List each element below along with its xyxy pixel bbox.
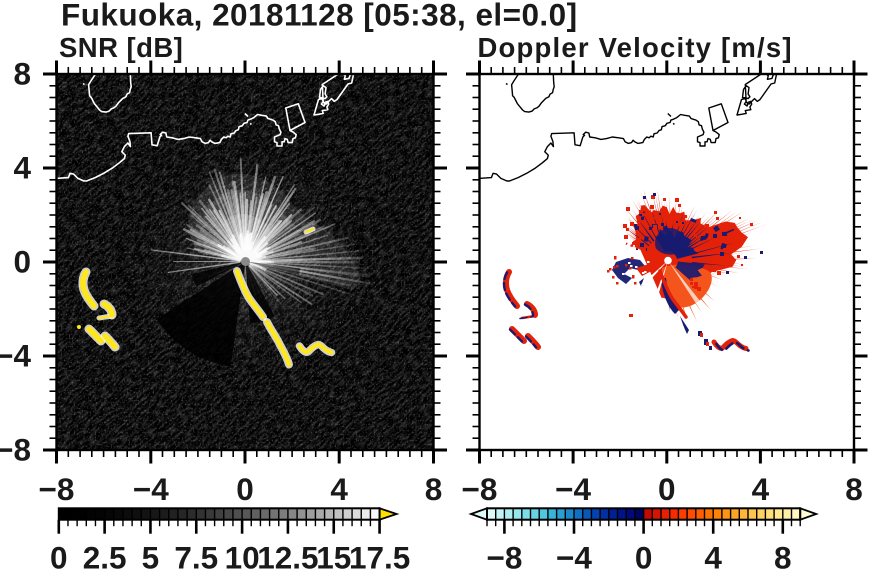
svg-text:8: 8: [774, 540, 792, 570]
svg-text:10: 10: [225, 540, 260, 570]
svg-text:8: 8: [13, 56, 31, 92]
svg-text:−8: −8: [486, 540, 522, 570]
svg-text:−4: −4: [0, 338, 31, 374]
svg-text:2.5: 2.5: [83, 540, 127, 570]
svg-text:15: 15: [316, 540, 351, 570]
svg-text:8: 8: [845, 471, 863, 507]
svg-text:0: 0: [50, 540, 68, 570]
svg-text:Fukuoka, 20181128 [05:38, el=0: Fukuoka, 20181128 [05:38, el=0.0]: [61, 0, 578, 33]
svg-text:0: 0: [236, 471, 254, 507]
svg-text:8: 8: [425, 471, 443, 507]
svg-text:−8: −8: [39, 471, 75, 507]
svg-text:4: 4: [752, 471, 770, 507]
svg-text:4: 4: [330, 471, 348, 507]
svg-text:Doppler Velocity [m/s]: Doppler Velocity [m/s]: [478, 32, 793, 63]
svg-text:7.5: 7.5: [174, 540, 218, 570]
svg-text:12.5: 12.5: [257, 540, 318, 570]
svg-text:5: 5: [142, 540, 160, 570]
svg-text:4: 4: [704, 540, 722, 570]
svg-text:17.5: 17.5: [349, 540, 410, 570]
svg-text:4: 4: [13, 150, 31, 186]
svg-text:−4: −4: [556, 540, 592, 570]
svg-text:−4: −4: [555, 471, 591, 507]
svg-text:−8: −8: [462, 471, 498, 507]
svg-text:−4: −4: [133, 471, 169, 507]
svg-text:SNR [dB]: SNR [dB]: [59, 32, 183, 63]
svg-text:−8: −8: [0, 432, 31, 468]
svg-text:0: 0: [635, 540, 653, 570]
svg-text:0: 0: [13, 244, 31, 280]
svg-text:0: 0: [658, 471, 676, 507]
